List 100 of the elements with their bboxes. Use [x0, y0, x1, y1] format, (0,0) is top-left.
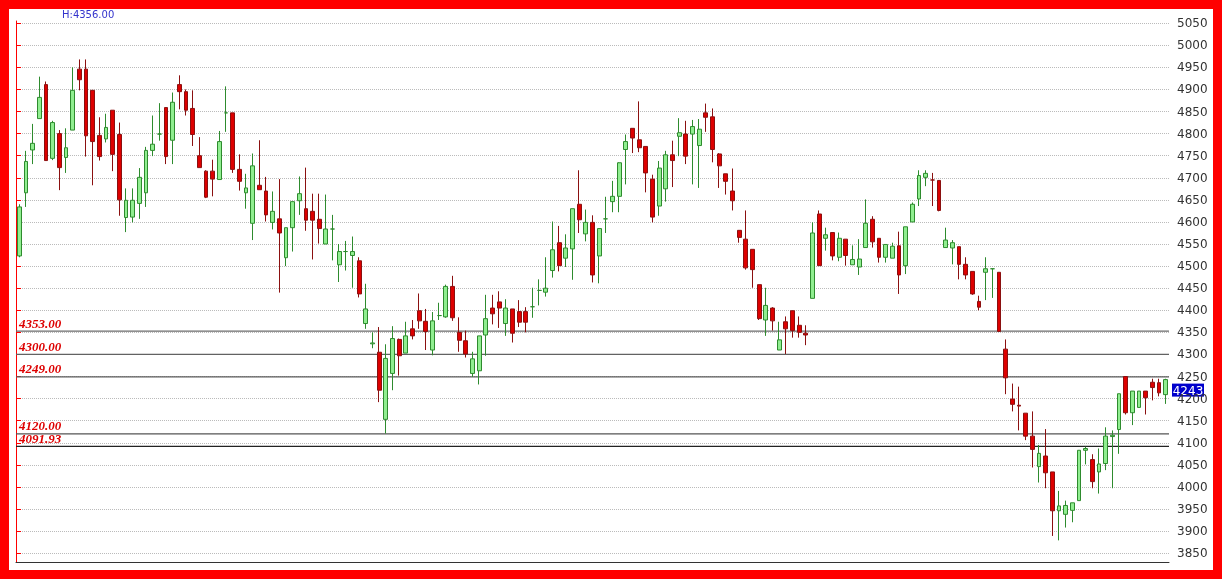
candlestick: [1097, 448, 1101, 495]
candlestick: [883, 243, 888, 264]
candlestick: [1043, 428, 1048, 489]
candlestick: [977, 295, 981, 311]
candlestick: [310, 193, 315, 260]
candlestick: [1110, 429, 1115, 489]
candlestick: [70, 66, 75, 131]
y-tick-label: 4850: [1177, 104, 1208, 119]
candlestick: [730, 168, 735, 211]
candlestick: [1143, 390, 1148, 415]
candlestick: [817, 209, 822, 267]
candlestick: [57, 129, 62, 191]
candlestick: [683, 120, 688, 165]
candlestick: [104, 113, 108, 143]
candlestick: [1090, 453, 1095, 489]
candlestick: [237, 153, 242, 192]
candlestick: [390, 325, 395, 391]
candlestick: [170, 92, 175, 165]
candlestick: [670, 140, 675, 188]
candlestick: [697, 118, 702, 189]
candlestick: [470, 351, 475, 378]
candlestick: [217, 130, 222, 181]
candlestick: [497, 290, 502, 329]
candlestick: [830, 232, 835, 261]
text: H:4356.00: [62, 9, 115, 20]
candlestick: [897, 231, 901, 295]
candlestick: [1030, 410, 1035, 468]
candlestick: [190, 89, 195, 147]
candlestick: [363, 283, 368, 330]
y-tick-label: 4600: [1177, 214, 1208, 229]
candlestick: [783, 315, 788, 355]
candlestick: [710, 107, 715, 163]
y-tick-label: 4150: [1177, 413, 1208, 428]
y-tick-label: 4100: [1177, 435, 1208, 450]
candlestick: [877, 237, 881, 264]
candlestick: [563, 233, 568, 268]
candlestick: [617, 161, 622, 213]
candlestick: [250, 152, 255, 241]
candlestick: [1050, 471, 1055, 537]
candlestick: [350, 236, 355, 289]
candlestick: [510, 308, 515, 344]
candlestick: [590, 214, 595, 283]
y-tick-label: 4450: [1177, 281, 1208, 296]
candlestick: [797, 315, 802, 339]
candlestick: [983, 256, 988, 301]
candlestick: [717, 152, 722, 189]
y-tick-label: 4800: [1177, 126, 1208, 141]
y-tick-label: 4300: [1177, 347, 1208, 362]
candlestick: [1063, 500, 1068, 529]
candlestick: [77, 58, 82, 91]
candlestick: [270, 190, 275, 230]
candlestick: [857, 238, 862, 276]
candlestick: [937, 179, 941, 212]
candlestick: [144, 146, 148, 208]
candlestick: [757, 284, 762, 321]
candlestick: [943, 227, 948, 249]
candlestick: [450, 275, 455, 322]
y-tick-label: 4050: [1177, 457, 1208, 472]
candlestick: [1123, 376, 1128, 415]
candlestick: [737, 229, 742, 244]
candlestick: [383, 343, 388, 434]
candlestick: [570, 208, 575, 281]
candlestick: [1137, 390, 1141, 408]
candlestick: [177, 74, 182, 110]
candlestick: [870, 215, 875, 249]
candlestick: [357, 256, 362, 298]
candlestick: [503, 298, 508, 337]
candlestick: [323, 194, 328, 245]
candlestick: [557, 225, 562, 272]
candlestick: [130, 187, 135, 223]
candlestick: [790, 310, 795, 339]
candlestick: [577, 169, 582, 234]
candlestick: [430, 311, 435, 356]
candlestick: [24, 150, 28, 208]
candlestick: [150, 115, 155, 157]
y-tick-label: 4250: [1177, 369, 1208, 384]
candlestick: [650, 174, 655, 223]
candlestick: [44, 81, 48, 162]
candlestick: [743, 209, 748, 271]
candlestick: [963, 256, 968, 280]
candlestick: [370, 331, 375, 349]
candlestick: [1023, 412, 1028, 441]
candlestick: [803, 324, 808, 346]
y-tick-label: 4550: [1177, 237, 1208, 252]
candlestick: [530, 287, 535, 319]
candlestick: [1010, 383, 1015, 412]
candlestick: [84, 58, 88, 158]
candlestick: [337, 243, 342, 283]
candlestick: [284, 227, 288, 267]
candlestick: [837, 232, 842, 262]
y-tick-label: 4950: [1177, 60, 1208, 75]
candlestick: [890, 242, 895, 259]
candlestick: [1117, 393, 1121, 455]
candlestick: [330, 214, 335, 261]
candlestick: [623, 134, 628, 185]
candlestick: [863, 198, 868, 249]
candlestick: [843, 238, 848, 267]
candlestick: [677, 117, 682, 157]
candlestick: [950, 239, 955, 265]
candlestick: [403, 321, 408, 354]
